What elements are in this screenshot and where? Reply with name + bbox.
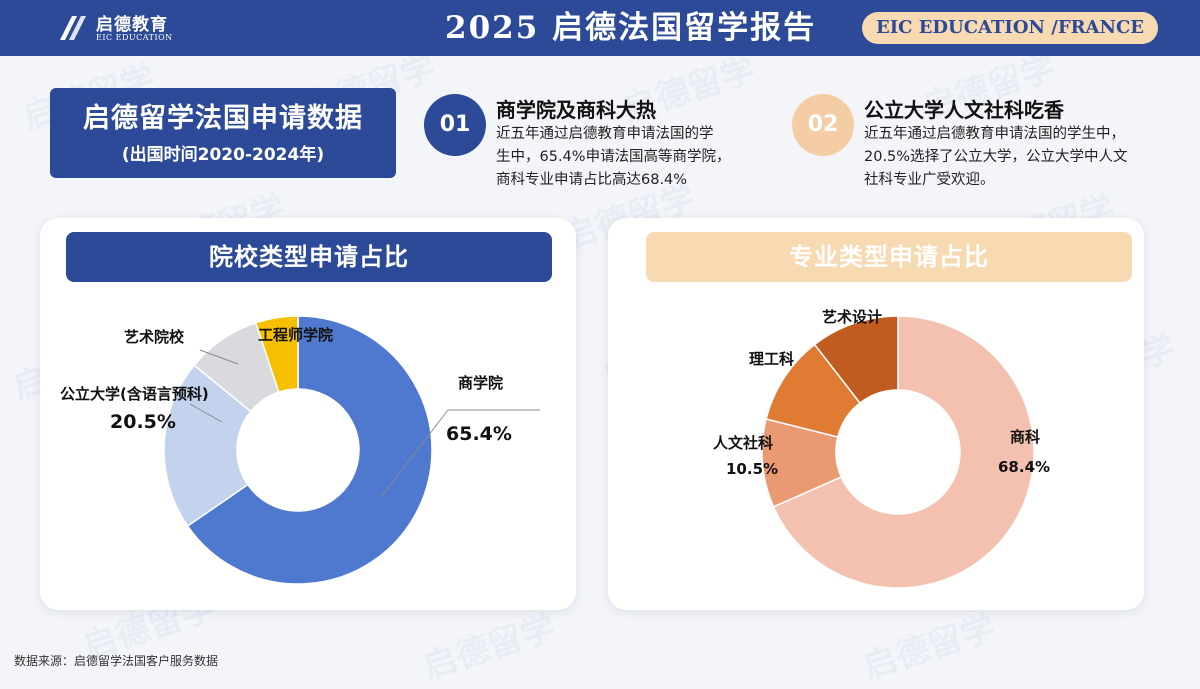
point-title: 商学院及商科大热 <box>496 98 656 122</box>
point-number-badge: 02 <box>792 94 854 156</box>
donut-slice <box>254 315 299 394</box>
data-label: 68.4% <box>998 458 1050 476</box>
leader-line <box>189 403 223 423</box>
section-title: 启德留学法国申请数据 <box>83 103 363 134</box>
point-text: 近五年通过启德教育申请法国的学 生中，65.4%申请法国高等商学院， 商科专业申… <box>496 123 796 192</box>
donut-slice <box>163 364 252 528</box>
data-label: 65.4% <box>446 423 512 445</box>
point-text-line: 生中，65.4%申请法国高等商学院， <box>496 149 731 165</box>
category-label: 艺术设计 <box>822 308 882 326</box>
data-source-note: 数据来源：启德留学法国客户服务数据 <box>14 654 219 668</box>
data-label: 10.5% <box>726 460 778 478</box>
point-text-line: 近五年通过启德教育申请法国的学生中， <box>864 126 1125 142</box>
major-type-panel-title: 专业类型申请占比 <box>646 232 1132 282</box>
category-label: 商科 <box>1010 428 1040 446</box>
section-title-box: 启德留学法国申请数据 (出国时间2020-2024年) <box>50 88 396 178</box>
donut-slice <box>186 315 433 585</box>
category-label: 人文社科 <box>713 434 773 452</box>
brand-logo: 启德教育 EIC EDUCATION <box>56 8 216 48</box>
school-type-panel-title: 院校类型申请占比 <box>66 232 552 282</box>
data-label: 20.5% <box>110 411 176 433</box>
category-label: 工程师学院 <box>258 326 333 344</box>
point-text-line: 社科专业广受欢迎。 <box>864 172 995 188</box>
point-text-line: 近五年通过启德教育申请法国的学 <box>496 126 714 142</box>
point-text: 近五年通过启德教育申请法国的学生中， 20.5%选择了公立大学，公立大学中人文 … <box>864 123 1184 192</box>
donut-slice <box>813 315 899 405</box>
logo-subname: EIC EDUCATION <box>96 33 173 42</box>
point-number: 02 <box>807 112 839 137</box>
category-label: 公立大学(含语言预科) <box>60 385 209 403</box>
point-number-badge: 01 <box>424 94 486 156</box>
point-text-line: 20.5%选择了公立大学，公立大学中人文 <box>864 149 1128 165</box>
donut-slice <box>772 315 1035 589</box>
category-label: 理工科 <box>749 350 794 368</box>
point-title: 公立大学人文社科吃香 <box>864 98 1064 122</box>
logo-mark-icon <box>60 16 86 40</box>
report-badge: EIC EDUCATION /FRANCE <box>862 12 1158 44</box>
category-label: 艺术院校 <box>124 328 185 346</box>
leader-line <box>199 349 239 365</box>
logo-name: 启德教育 <box>96 15 168 35</box>
point-number: 01 <box>439 112 471 137</box>
section-subtitle: (出国时间2020-2024年) <box>121 145 325 165</box>
report-title: 2025 启德法国留学报告 <box>445 10 817 46</box>
header-bar: 启德教育 EIC EDUCATION 2025 启德法国留学报告 EIC EDU… <box>0 0 1200 56</box>
point-text-line: 商科专业申请占比高达68.4% <box>496 172 688 188</box>
category-label: 商学院 <box>458 374 503 392</box>
leader-line <box>381 409 449 497</box>
